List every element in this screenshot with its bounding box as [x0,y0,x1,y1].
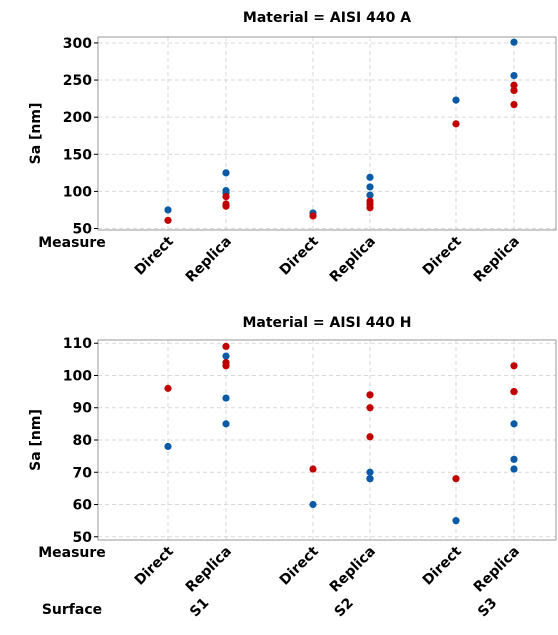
data-point-series-2 [366,391,374,399]
data-point-series-2 [222,342,230,351]
data-point-series-2 [164,384,172,392]
data-point-series-2 [510,388,518,396]
category-label: Direct [132,543,177,588]
data-point-series-1 [510,465,518,473]
category-label: Direct [277,233,322,278]
data-point-series-1 [222,394,230,402]
measure-row-label: Measure [38,545,106,561]
data-point-series-1 [510,38,518,46]
data-point-series-1 [452,96,460,104]
y-axis-title: Sa [nm] [28,409,44,471]
data-point-series-1 [510,420,518,428]
data-point-series-2 [309,212,317,220]
category-label: Replica [183,544,235,596]
data-point-series-2 [366,433,374,441]
surface-row-label: Surface [42,602,102,618]
surface-label: S3 [475,595,500,620]
data-point-series-1 [510,72,518,80]
y-tick-label: 250 [63,73,92,89]
category-label: Direct [420,233,465,278]
surface-label: S1 [187,595,212,620]
category-label: Replica [327,234,379,286]
data-point-series-2 [222,202,230,210]
category-label: Replica [327,544,379,596]
data-point-series-1 [222,420,230,428]
data-point-series-2 [309,465,317,473]
y-tick-label: 100 [63,184,92,200]
data-point-series-1 [366,173,374,181]
data-point-series-1 [452,517,460,525]
y-tick-label: 90 [73,401,93,417]
category-label: Direct [277,543,322,588]
data-point-series-2 [452,120,460,128]
panel-1: Material = AISI 440 A 50 100 150 200 250 300 Sa… [28,10,557,286]
data-point-series-2 [366,404,374,412]
data-point-series-1 [309,500,317,509]
data-point-series-2 [222,192,230,201]
data-point-series-2 [510,86,518,95]
panel-2: Material = AISI 440 H 50 60 70 80 90 100 110 Sa … [28,315,557,620]
panel-title: Material = AISI 440 H [242,315,411,331]
data-point-series-1 [164,206,172,214]
data-point-series-1 [366,468,374,476]
y-tick-label: 50 [73,530,93,546]
data-point-series-2 [510,100,518,109]
data-point-series-1 [366,475,374,483]
y-tick-label: 110 [63,336,92,352]
plot-frame [97,339,557,541]
y-tick-label: 70 [73,465,93,481]
y-tick-label: 60 [73,498,93,514]
y-tick-label: 80 [73,433,93,449]
y-tick-label: 50 [73,222,93,238]
category-label: Replica [471,544,523,596]
data-point-series-1 [222,169,230,177]
data-point-series-1 [222,352,230,360]
plot-frame [97,36,557,231]
data-point-series-2 [222,362,230,370]
y-tick-label: 200 [63,110,92,126]
y-tick-label: 300 [63,36,92,52]
data-point-series-1 [510,455,518,463]
data-point-series-2 [510,81,518,89]
data-point-series-1 [164,442,172,451]
measure-row-label: Measure [38,235,106,251]
category-label: Replica [471,234,523,286]
y-tick-label: 100 [63,368,92,384]
y-tick-label: 150 [63,147,92,163]
data-point-series-2 [510,362,518,370]
data-point-series-2 [164,216,172,224]
panel-title: Material = AISI 440 A [243,10,411,26]
data-point-series-1 [366,191,374,199]
y-axis-title: Sa [nm] [28,103,44,165]
data-point-series-1 [366,183,374,191]
category-label: Replica [183,234,235,286]
data-point-series-2 [452,475,460,483]
surface-label: S2 [332,595,357,620]
data-point-series-2 [366,204,374,212]
category-label: Direct [132,233,177,278]
category-label: Direct [420,543,465,588]
